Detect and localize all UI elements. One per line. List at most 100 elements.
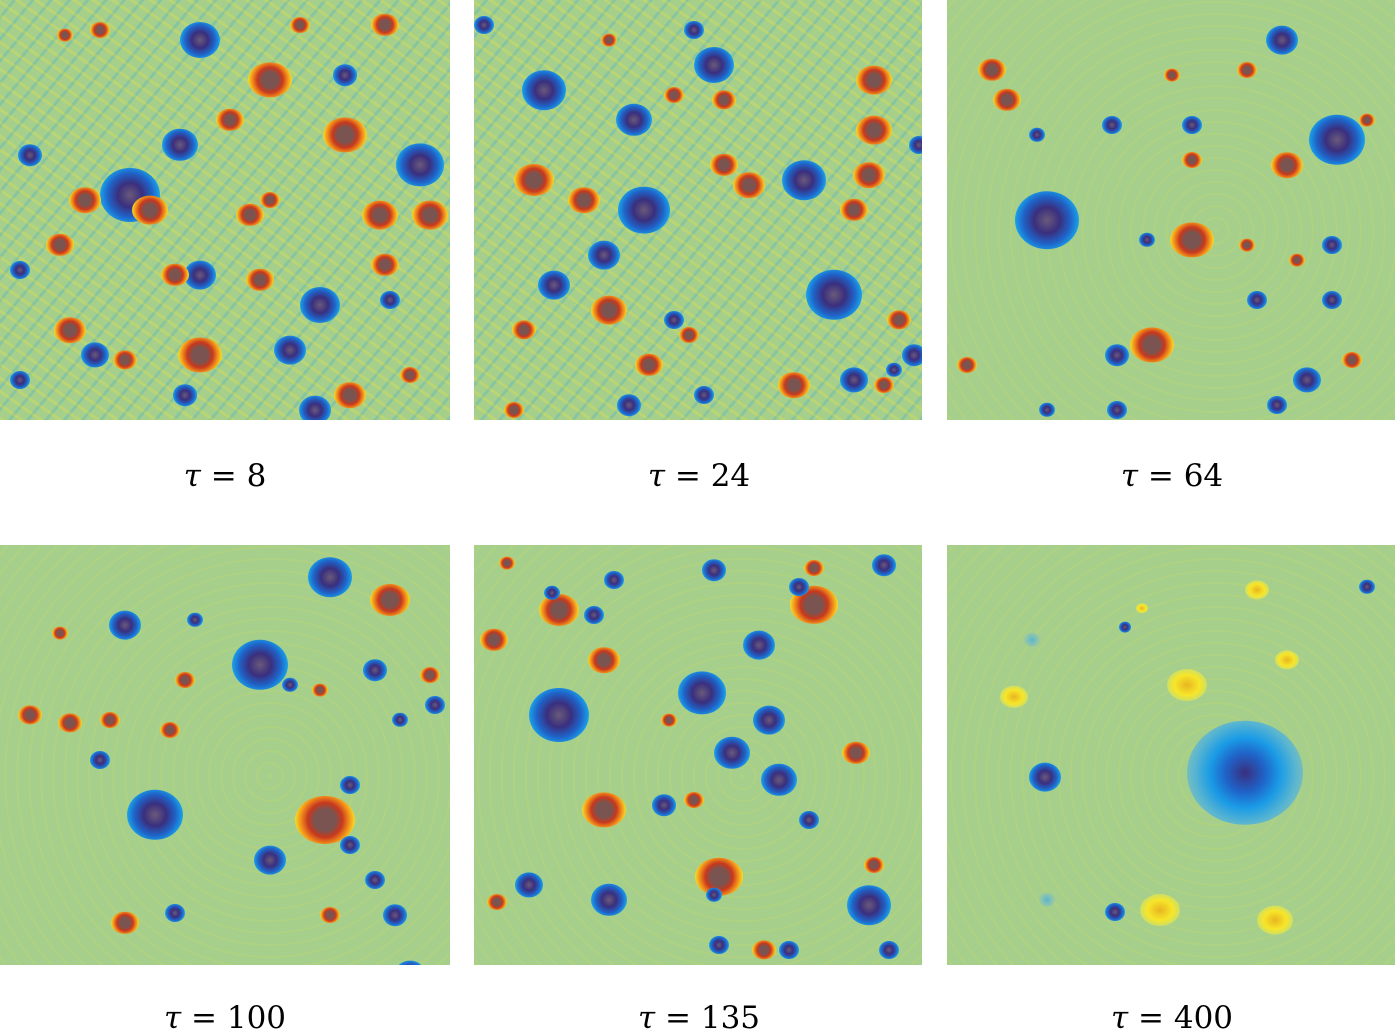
positive-vortex	[499, 556, 515, 570]
negative-vortex	[380, 291, 400, 309]
negative-vortex	[1267, 396, 1287, 414]
negative-vortex	[840, 367, 868, 393]
negative-vortex	[761, 763, 797, 797]
negative-vortex	[782, 160, 826, 200]
negative-vortex	[300, 287, 340, 323]
negative-vortex	[1293, 367, 1321, 393]
positive-vortex	[1170, 222, 1214, 258]
positive-vortex	[400, 367, 420, 383]
positive-vortex	[57, 28, 73, 42]
vorticity-panel-tau-100	[0, 545, 450, 965]
vorticity-field-background	[947, 0, 1395, 420]
positive-vortex	[1167, 669, 1207, 701]
tau-value: 24	[710, 458, 751, 494]
positive-vortex	[1271, 152, 1303, 178]
positive-vortex	[1359, 113, 1375, 127]
vorticity-field-background	[947, 545, 1395, 965]
positive-vortex	[54, 317, 86, 343]
positive-vortex	[1182, 152, 1202, 168]
negative-vortex	[1029, 762, 1061, 792]
negative-vortex	[383, 904, 407, 926]
equals-sign: =	[191, 1000, 217, 1036]
negative-vortex	[522, 70, 566, 110]
negative-vortex	[684, 21, 704, 39]
positive-vortex	[1237, 62, 1257, 78]
positive-vortex	[323, 117, 367, 153]
tau-symbol: τ	[183, 458, 201, 494]
negative-vortex	[617, 394, 641, 416]
negative-vortex	[1107, 401, 1127, 419]
tau-symbol: τ	[163, 1000, 182, 1036]
positive-vortex	[582, 792, 626, 828]
positive-vortex	[661, 713, 677, 727]
negative-vortex	[232, 639, 288, 691]
negative-vortex	[1119, 621, 1131, 633]
negative-vortex	[706, 887, 722, 903]
negative-vortex	[709, 936, 729, 954]
positive-vortex	[1136, 603, 1148, 613]
vorticity-panel-tau-24	[474, 0, 922, 420]
negative-vortex	[474, 16, 494, 34]
positive-vortex	[1164, 68, 1180, 82]
negative-vortex	[886, 362, 902, 378]
negative-vortex	[1105, 903, 1125, 921]
positive-vortex	[420, 667, 440, 683]
positive-vortex	[1342, 352, 1362, 368]
negative-vortex	[333, 64, 357, 86]
negative-vortex	[1102, 116, 1122, 134]
positive-vortex	[856, 65, 892, 95]
negative-vortex	[779, 941, 799, 959]
positive-vortex	[412, 200, 448, 230]
tau-symbol: τ	[637, 1000, 656, 1036]
negative-vortex	[18, 144, 42, 166]
positive-vortex	[371, 13, 399, 37]
negative-vortex	[1266, 25, 1298, 55]
positive-vortex	[1140, 894, 1180, 926]
positive-vortex	[178, 337, 222, 373]
negative-vortex	[1322, 236, 1342, 254]
positive-vortex	[539, 594, 579, 626]
positive-vortex	[568, 187, 600, 213]
positive-vortex	[260, 192, 280, 208]
positive-vortex	[111, 911, 139, 935]
equals-sign: =	[210, 458, 237, 494]
negative-vortex	[588, 240, 620, 270]
negative-vortex	[909, 136, 922, 154]
caption-tau-400: τ = 400	[947, 1000, 1397, 1036]
negative-vortex	[396, 143, 444, 187]
equals-sign: =	[1147, 458, 1174, 494]
tau-value: 100	[226, 1000, 287, 1036]
positive-vortex	[320, 907, 340, 923]
negative-vortex	[392, 712, 408, 728]
positive-vortex	[1000, 685, 1028, 709]
positive-vortex	[679, 327, 699, 343]
negative-vortex	[604, 571, 624, 589]
negative-vortex	[81, 342, 109, 368]
positive-vortex	[161, 263, 189, 287]
negative-vortex	[1024, 632, 1040, 648]
negative-vortex	[584, 606, 604, 624]
vorticity-panel-tau-64	[947, 0, 1395, 420]
positive-vortex	[362, 200, 398, 230]
positive-vortex	[216, 108, 244, 132]
caption-tau-64: τ = 64	[947, 458, 1397, 494]
negative-vortex	[529, 688, 589, 742]
negative-vortex	[702, 559, 726, 581]
positive-vortex	[160, 722, 180, 738]
negative-vortex	[1359, 579, 1375, 595]
negative-vortex	[10, 261, 30, 279]
negative-vortex	[274, 335, 306, 365]
negative-vortex	[184, 260, 216, 290]
vorticity-panel-tau-400	[947, 545, 1395, 965]
positive-vortex	[1239, 238, 1255, 252]
positive-vortex	[100, 712, 120, 728]
negative-vortex	[616, 103, 652, 137]
negative-vortex	[743, 630, 775, 660]
positive-vortex	[18, 705, 42, 725]
negative-vortex	[340, 836, 360, 854]
positive-vortex	[1275, 650, 1299, 670]
positive-vortex	[993, 88, 1021, 112]
negative-vortex	[806, 269, 862, 321]
positive-vortex	[312, 683, 328, 697]
negative-vortex	[652, 794, 676, 816]
